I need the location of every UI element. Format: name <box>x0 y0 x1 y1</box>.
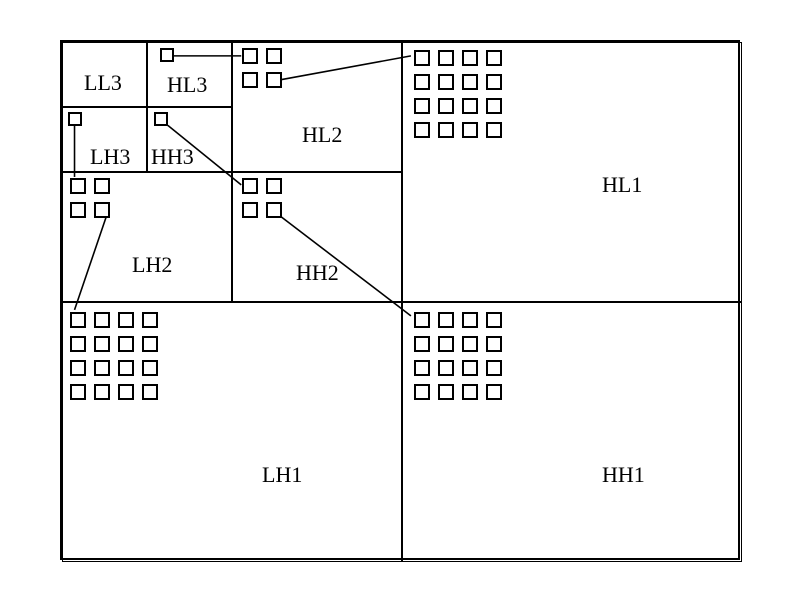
block-lh1 <box>94 336 110 352</box>
block-lh1 <box>70 360 86 376</box>
block-hh1 <box>414 336 430 352</box>
block-hl1 <box>414 74 430 90</box>
block-hh2 <box>266 178 282 194</box>
block-hl1 <box>414 98 430 114</box>
block-hl1 <box>414 122 430 138</box>
block-hh1 <box>462 312 478 328</box>
block-lh1 <box>94 312 110 328</box>
block-hl1 <box>486 122 502 138</box>
block-hl2 <box>266 72 282 88</box>
block-hh1 <box>414 312 430 328</box>
block-lh1 <box>118 384 134 400</box>
label-lh2: LH2 <box>132 252 172 278</box>
block-hl1 <box>438 98 454 114</box>
block-lh1 <box>94 384 110 400</box>
block-hh1 <box>438 360 454 376</box>
block-hh1 <box>414 384 430 400</box>
label-hh2: HH2 <box>296 260 339 286</box>
block-lh2 <box>70 202 86 218</box>
block-hh2 <box>242 178 258 194</box>
block-lh1 <box>70 336 86 352</box>
block-hl1 <box>438 122 454 138</box>
block-lh1 <box>118 312 134 328</box>
block-hh1 <box>486 360 502 376</box>
subband-lh1 <box>62 302 402 562</box>
label-hl3: HL3 <box>167 72 207 98</box>
block-hh1 <box>438 336 454 352</box>
block-lh2 <box>94 178 110 194</box>
block-hh1 <box>486 384 502 400</box>
label-hh3: HH3 <box>151 144 194 170</box>
block-hl1 <box>486 74 502 90</box>
label-ll3: LL3 <box>84 70 122 96</box>
block-hh3 <box>154 112 168 126</box>
block-hh1 <box>438 384 454 400</box>
block-lh1 <box>70 312 86 328</box>
block-hh1 <box>438 312 454 328</box>
block-hl1 <box>462 50 478 66</box>
block-hl3 <box>160 48 174 62</box>
block-hl1 <box>462 74 478 90</box>
block-lh1 <box>142 360 158 376</box>
block-hh1 <box>462 336 478 352</box>
block-lh1 <box>118 336 134 352</box>
block-hh1 <box>462 384 478 400</box>
block-lh1 <box>142 384 158 400</box>
block-hh1 <box>486 312 502 328</box>
wavelet-subband-diagram: LL3 HL3 LH3 HH3 HL2 LH2 HH2 HL1 LH1 HH1 <box>60 40 740 560</box>
block-hh1 <box>414 360 430 376</box>
block-lh2 <box>94 202 110 218</box>
block-hl1 <box>462 122 478 138</box>
label-lh3: LH3 <box>90 144 130 170</box>
block-hl2 <box>266 48 282 64</box>
block-hl1 <box>486 50 502 66</box>
block-lh3 <box>68 112 82 126</box>
block-lh1 <box>118 360 134 376</box>
block-hl1 <box>486 98 502 114</box>
label-hh1: HH1 <box>602 462 645 488</box>
block-hl2 <box>242 48 258 64</box>
label-hl2: HL2 <box>302 122 342 148</box>
block-hl1 <box>438 74 454 90</box>
subband-lh2 <box>62 172 232 302</box>
label-lh1: LH1 <box>262 462 302 488</box>
block-hl1 <box>462 98 478 114</box>
label-hl1: HL1 <box>602 172 642 198</box>
block-hl2 <box>242 72 258 88</box>
block-hh1 <box>462 360 478 376</box>
block-hl1 <box>414 50 430 66</box>
block-lh1 <box>94 360 110 376</box>
block-lh1 <box>142 312 158 328</box>
block-hl1 <box>438 50 454 66</box>
block-lh1 <box>142 336 158 352</box>
block-lh2 <box>70 178 86 194</box>
block-lh1 <box>70 384 86 400</box>
block-hh2 <box>266 202 282 218</box>
block-hh2 <box>242 202 258 218</box>
block-hh1 <box>486 336 502 352</box>
